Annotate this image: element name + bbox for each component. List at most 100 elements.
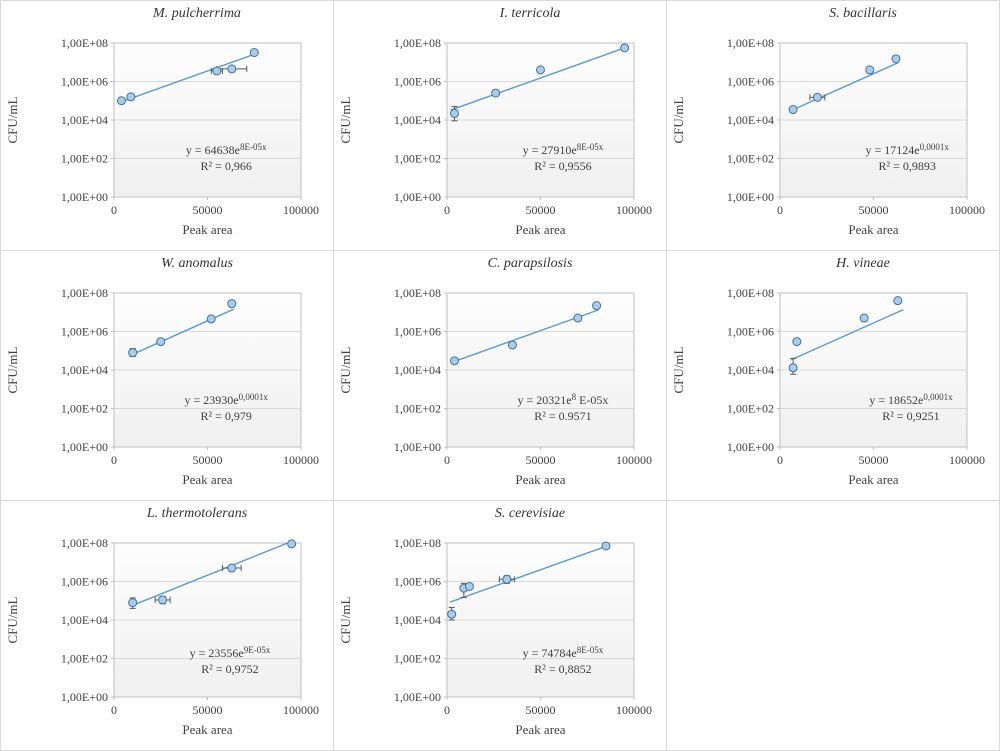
y-tick-label: 1,00E+08 [61, 286, 108, 300]
y-tick-label: 1,00E+04 [61, 363, 108, 377]
trend-line [790, 308, 904, 361]
r2-text: R² = 0,9752 [201, 662, 258, 676]
x-tick-label: 0 [111, 453, 117, 467]
data-point [449, 108, 459, 118]
y-axis-label: CFU/mL [671, 96, 686, 143]
plot-l-thermotolerans: 1,00E+08 1,00E+06 1,00E+04 1,00E+02 1,00E+00… [5, 536, 319, 737]
y-tick-label: 1,00E+06 [61, 75, 108, 89]
y-tick-label: 1,00E+00 [394, 690, 441, 704]
y-axis-label: CFU/mL [5, 96, 20, 143]
y-tick-label: 1,00E+00 [727, 440, 774, 454]
equation-text: y = 74784e8E-05x [523, 645, 604, 660]
chart-title: W. anomalus [161, 256, 233, 271]
y-axis-label: CFU/mL [338, 346, 353, 393]
y-tick-label: 1,00E+08 [394, 286, 441, 300]
x-tick-label: 50000 [859, 453, 889, 467]
data-point [792, 337, 802, 347]
x-tick-label: 0 [777, 203, 783, 217]
plot-w-anomalus: 1,00E+08 1,00E+06 1,00E+04 1,00E+02 1,00E+00… [5, 286, 319, 487]
data-point [116, 96, 126, 106]
data-point [893, 296, 903, 306]
x-axis-label: Peak area [848, 472, 898, 487]
chart-cell-m-pulcherrima: M. pulcherrima 1,00E+08 1,00E+06 1,00E+04 1… [1, 1, 334, 251]
y-tick-label: 1,00E+08 [727, 36, 774, 50]
trend-line [790, 62, 899, 112]
data-point [128, 598, 138, 608]
y-tick-label: 1,00E+04 [727, 113, 774, 127]
x-axis-label: Peak area [182, 472, 232, 487]
y-axis-label: CFU/mL [5, 596, 20, 643]
x-tick-label: 100000 [616, 203, 652, 217]
x-axis-label: Peak area [848, 222, 898, 237]
data-point [536, 65, 545, 75]
data-point [507, 340, 517, 350]
y-tick-label: 1,00E+02 [727, 402, 774, 416]
x-axis-label: Peak area [182, 222, 232, 237]
y-tick-label: 1,00E+00 [61, 440, 108, 454]
x-tick-label: 100000 [616, 453, 652, 467]
equation-text: y = 64638e8E-05x [186, 142, 267, 157]
y-tick-label: 1,00E+00 [394, 440, 441, 454]
plot-i-terricola: 1,00E+08 1,00E+06 1,00E+04 1,00E+02 1,00E+00… [338, 36, 652, 237]
chart-title: H. vineae [836, 256, 890, 271]
y-tick-label: 1,00E+06 [61, 575, 108, 589]
chart-cell-c-parapsilosis: C. parapsilosis 1,00E+08 1,00E+06 1,00E+04… [334, 251, 667, 501]
plot-s-cerevisiae: 1,00E+08 1,00E+06 1,00E+04 1,00E+02 1,00E+00… [338, 536, 652, 737]
y-tick-label: 1,00E+06 [727, 325, 774, 339]
data-point [156, 337, 166, 347]
y-axis-label: CFU/mL [338, 596, 353, 643]
y-tick-label: 1,00E+00 [727, 190, 774, 204]
x-tick-label: 0 [444, 203, 450, 217]
trend-line [130, 543, 290, 607]
x-axis-label: Peak area [515, 722, 565, 737]
y-tick-label: 1,00E+06 [394, 75, 441, 89]
y-axis-label: CFU/mL [5, 346, 20, 393]
data-point [788, 105, 798, 115]
plot-s-bacillaris: 1,00E+08 1,00E+06 1,00E+04 1,00E+02 1,00E+00… [671, 36, 985, 237]
chart-cell-h-vineae: H. vineae 1,00E+08 1,00E+06 1,00E+04 1,00E+… [667, 251, 999, 501]
chart-cell-s-bacillaris: S. bacillaris 1,00E+08 1,00E+06 1,00E+04 1,… [667, 1, 999, 251]
x-tick-label: 50000 [193, 203, 223, 217]
x-tick-label: 100000 [283, 203, 319, 217]
y-tick-label: 1,00E+06 [394, 325, 441, 339]
y-tick-label: 1,00E+08 [61, 536, 108, 550]
y-tick-label: 1,00E+02 [394, 652, 441, 666]
data-point [592, 301, 602, 311]
empty-cell [667, 501, 999, 750]
y-tick-label: 1,00E+02 [61, 652, 108, 666]
y-tick-label: 1,00E+08 [394, 36, 441, 50]
x-tick-label: 50000 [526, 703, 556, 717]
r2-text: R² = 0,979 [201, 409, 252, 423]
y-tick-label: 1,00E+00 [61, 690, 108, 704]
data-point [212, 66, 222, 76]
y-tick-label: 1,00E+04 [727, 363, 774, 377]
y-axis-label: CFU/mL [671, 346, 686, 393]
r2-text: R² = 0.9571 [534, 409, 591, 423]
chart-title: S. bacillaris [829, 6, 897, 21]
x-axis-label: Peak area [182, 722, 232, 737]
equation-text: y = 20321e8 E-05x [517, 392, 608, 407]
data-point [859, 313, 869, 323]
x-axis-label: Peak area [515, 222, 565, 237]
data-point [812, 92, 822, 102]
y-tick-label: 1,00E+04 [61, 113, 108, 127]
trend-line [450, 46, 627, 111]
plot-c-parapsilosis: 1,00E+08 1,00E+06 1,00E+04 1,00E+02 1,00E+00… [338, 286, 652, 487]
chart-cell-i-terricola: I. terricola 1,00E+08 1,00E+06 1,00E+04 1,0… [334, 1, 667, 251]
y-tick-label: 1,00E+04 [394, 613, 441, 627]
data-point [891, 54, 901, 64]
x-tick-label: 50000 [193, 453, 223, 467]
y-tick-label: 1,00E+08 [394, 536, 441, 550]
y-tick-label: 1,00E+02 [394, 402, 441, 416]
chart-title: C. parapsilosis [487, 256, 573, 271]
equation-text: y = 23556e9E-05x [190, 645, 271, 660]
y-tick-label: 1,00E+02 [61, 152, 108, 166]
data-point [249, 48, 259, 58]
data-point [447, 609, 457, 619]
x-tick-label: 50000 [526, 203, 556, 217]
x-tick-label: 100000 [283, 703, 319, 717]
r2-text: R² = 0,966 [201, 159, 252, 173]
y-tick-label: 1,00E+04 [61, 613, 108, 627]
trend-line [449, 545, 609, 603]
